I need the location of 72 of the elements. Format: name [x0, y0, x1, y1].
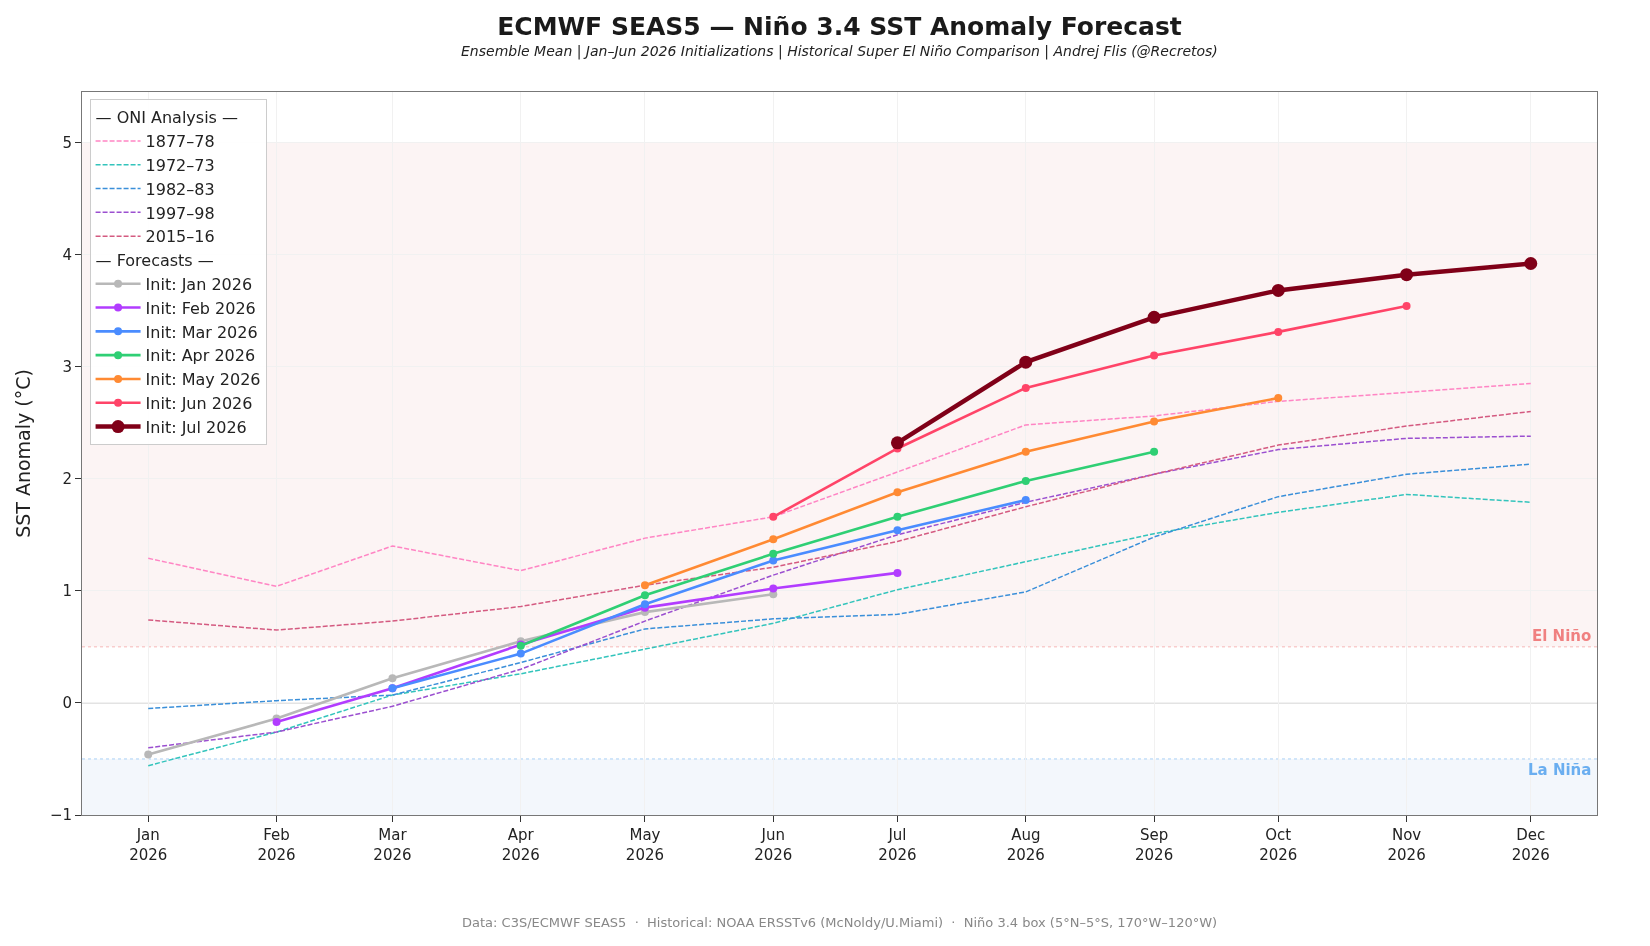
y-tick-label: 3	[62, 357, 72, 376]
point	[893, 526, 902, 535]
point	[516, 649, 525, 658]
point	[1274, 394, 1283, 403]
legend-label: Init: May 2026	[145, 370, 261, 390]
point	[769, 556, 778, 565]
x-tick-label: Jul 2026	[878, 826, 917, 864]
text: Data: C3S/ECMWF SEAS5 · Historical: NOAA ERSSTv6 (McNoldy/U.Miami) · Niño 3.4 box (5°N–5°S, 170°W–120°W)	[462, 915, 1218, 930]
point	[1402, 302, 1411, 311]
point	[1524, 257, 1538, 270]
y-tick-label: 4	[62, 245, 72, 264]
y-tick-label: 5	[62, 133, 72, 152]
x-tick-label: Mar 2026	[373, 826, 412, 864]
point	[1150, 417, 1159, 426]
legend-label: 1997–98	[145, 203, 215, 223]
y-tick-label: 0	[62, 694, 72, 713]
point	[1147, 310, 1161, 324]
chart-subtitle: Ensemble Mean | Jan–Jun 2026 Initializations | Historical Super El Niño Comparison | Andrej Flis (@Recretos)	[461, 43, 1218, 60]
y-tick-label: 1	[62, 582, 72, 601]
point	[1019, 355, 1033, 369]
point	[893, 512, 902, 521]
x-tick-label: May 2026	[625, 826, 665, 864]
point	[1021, 383, 1030, 392]
x-tick-label: Sep 2026	[1135, 826, 1174, 864]
point	[769, 549, 778, 558]
legend-label: 2015–16	[145, 227, 215, 247]
x-tick-label: Apr 2026	[501, 826, 540, 864]
point	[769, 535, 778, 544]
point	[640, 581, 649, 590]
legend-label: 1982–83	[145, 179, 215, 199]
point	[1150, 351, 1159, 360]
line-series	[147, 435, 1532, 749]
legend-label: Init: Jan 2026	[145, 274, 253, 294]
annotation: — ONI Analysis —	[95, 108, 239, 128]
point	[144, 750, 153, 759]
legend-label: Init: Jun 2026	[145, 393, 253, 413]
legend-label: Init: Feb 2026	[145, 298, 256, 318]
legend-label: Init: Mar 2026	[145, 322, 258, 342]
point	[1274, 327, 1283, 336]
point	[890, 436, 904, 450]
x-tick-label: Nov 2026	[1387, 826, 1426, 864]
point	[1150, 447, 1159, 456]
point	[1021, 476, 1030, 485]
x-tick-label: Oct 2026	[1259, 826, 1298, 864]
point	[388, 674, 397, 683]
ref-line-label: La Niña	[1528, 761, 1592, 779]
point	[893, 568, 902, 577]
x-tick-label: Aug 2026	[1006, 826, 1045, 864]
ref-line-label: El Niño	[1532, 627, 1592, 645]
point	[769, 512, 778, 521]
point	[1271, 283, 1285, 297]
point	[640, 591, 649, 600]
x-tick-label: Feb 2026	[257, 826, 296, 864]
annotation: — Forecasts —	[95, 251, 214, 271]
point	[893, 488, 902, 497]
line-series	[147, 410, 1532, 631]
point	[1400, 268, 1414, 282]
y-axis-title: SST Anomaly (°C)	[11, 369, 34, 538]
x-tick-label: Jun 2026	[754, 826, 793, 864]
legend-label: Init: Apr 2026	[145, 346, 256, 366]
y-tick-label: −1	[49, 806, 72, 825]
legend-label: 1972–73	[145, 155, 215, 175]
x-tick-label: Jan 2026	[129, 826, 168, 864]
y-tick-label: 2	[62, 469, 72, 488]
point	[1021, 447, 1030, 456]
chart-title: ECMWF SEAS5 — Niño 3.4 SST Anomaly Forecast	[497, 11, 1182, 41]
point	[769, 584, 778, 593]
line-series	[147, 463, 1532, 710]
legend-label: Init: Jul 2026	[145, 417, 247, 437]
x-tick-label: Dec 2026	[1511, 826, 1550, 864]
point	[1021, 496, 1030, 505]
legend-label: 1877–78	[145, 132, 215, 152]
